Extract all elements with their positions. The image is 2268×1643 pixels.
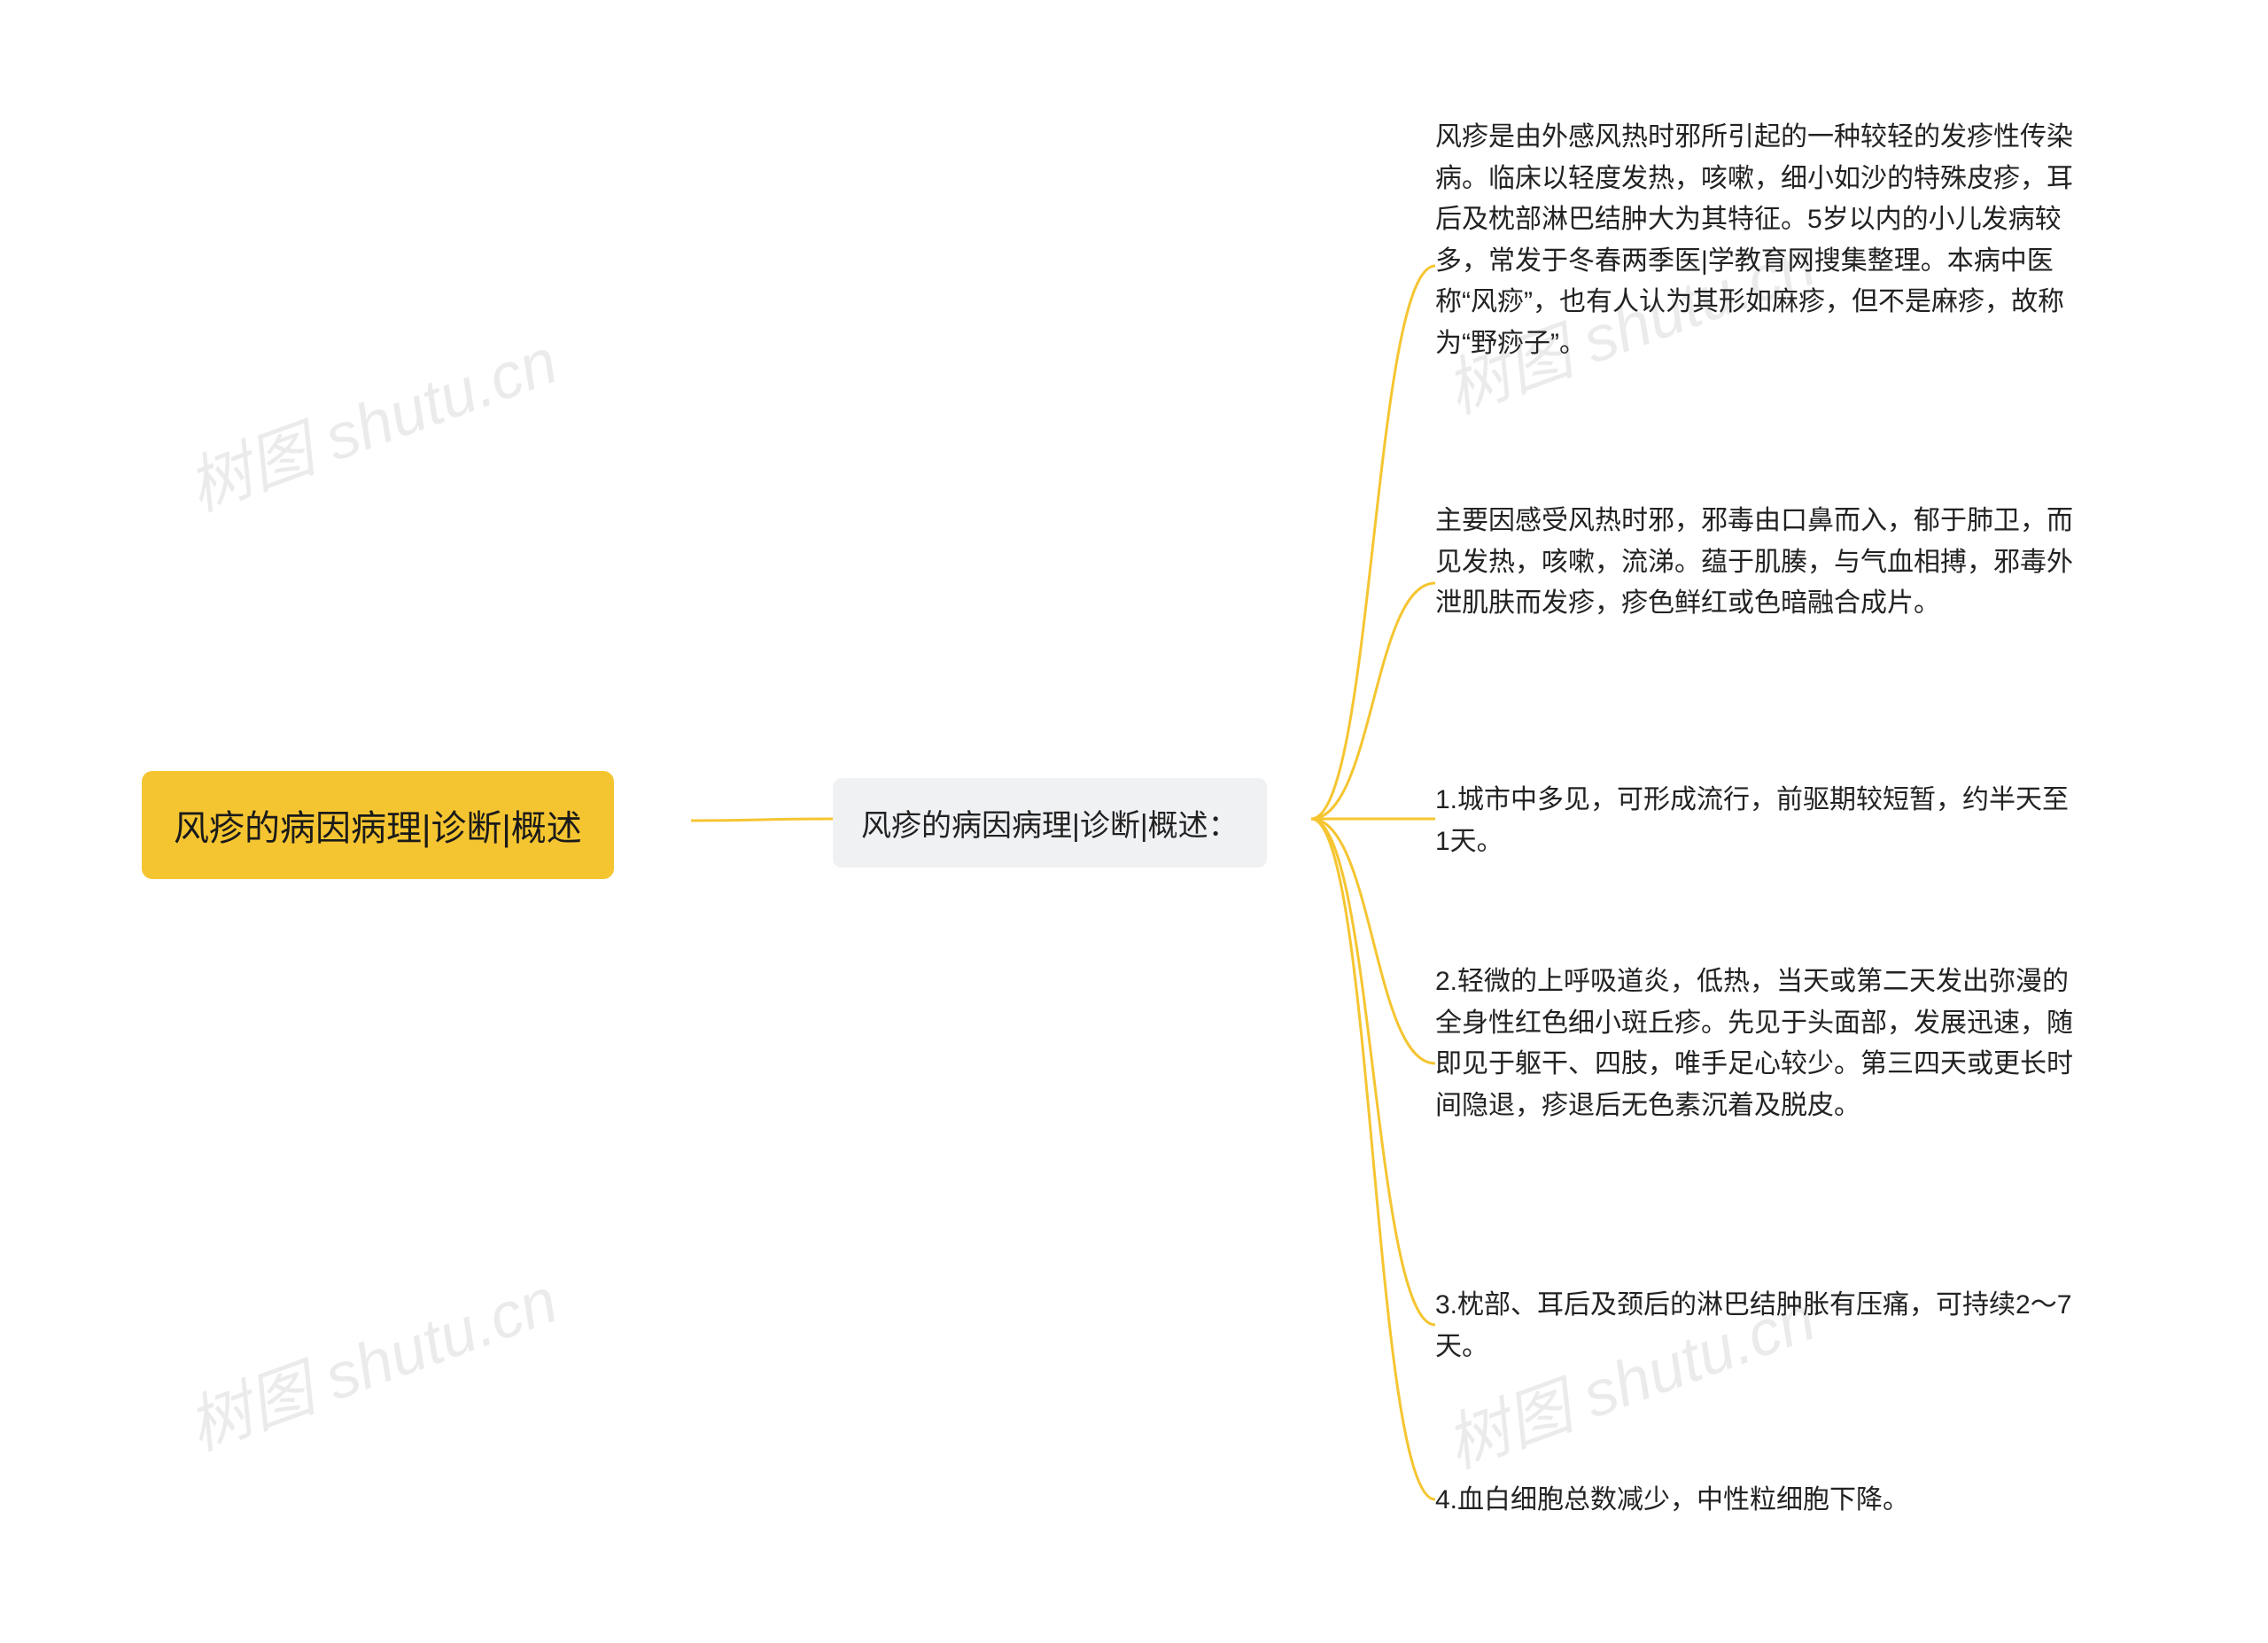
leaf-node-1[interactable]: 主要因感受风热时邪，邪毒由口鼻而入，郁于肺卫，而见发热，咳嗽，流涕。蕴于肌腠，与… [1435,501,2073,625]
edge-level1-leaf1 [1311,583,1435,819]
level1-node[interactable]: 风疹的病因病理|诊断|概述： [833,778,1267,868]
leaf-node-4[interactable]: 3.枕部、耳后及颈后的淋巴结肿胀有压痛，可持续2～7天。 [1435,1285,2073,1367]
edge-level1-leaf0 [1311,266,1435,819]
edge-level1-leaf4 [1311,819,1435,1325]
leaf-node-5[interactable]: 4.血白细胞总数减少，中性粒细胞下降。 [1435,1480,2073,1522]
edge-root-level1 [691,819,833,821]
leaf-node-3[interactable]: 2.轻微的上呼吸道炎，低热，当天或第二天发出弥漫的全身性红色细小斑丘疹。先见于头… [1435,962,2073,1126]
edge-level1-leaf5 [1311,819,1435,1499]
watermark: 树图 shutu.cn [173,1249,568,1468]
leaf-node-2[interactable]: 1.城市中多见，可形成流行，前驱期较短暂，约半天至1天。 [1435,780,2073,862]
root-node[interactable]: 风疹的病因病理|诊断|概述 [142,771,614,879]
watermark: 树图 shutu.cn [173,309,568,529]
leaf-node-0[interactable]: 风疹是由外感风热时邪所引起的一种较轻的发疹性传染病。临床以轻度发热，咳嗽，细小如… [1435,117,2073,364]
edge-level1-leaf3 [1311,819,1435,1063]
